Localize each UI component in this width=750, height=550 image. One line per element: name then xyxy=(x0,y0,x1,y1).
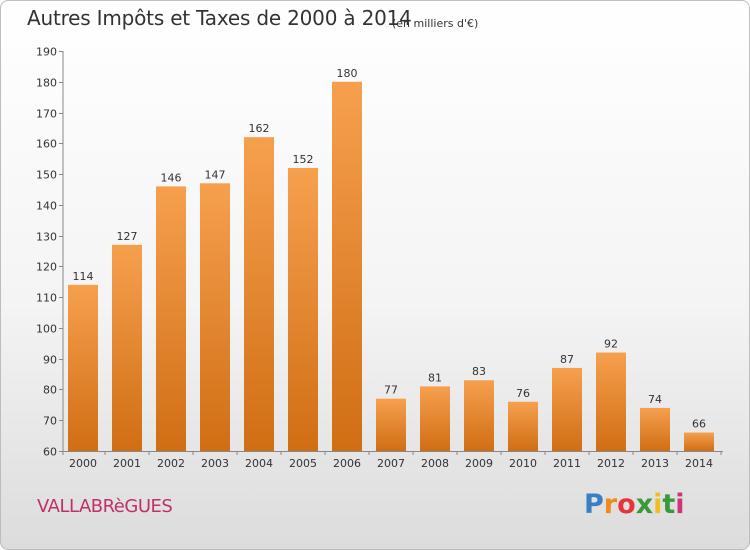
x-tick-label: 2001 xyxy=(113,457,141,470)
value-label: 146 xyxy=(161,171,182,184)
bar-2012 xyxy=(596,352,626,451)
value-label: 66 xyxy=(692,418,706,431)
y-tick-label: 80 xyxy=(43,384,57,397)
logo-letter: P xyxy=(584,489,604,520)
bar-2007 xyxy=(376,398,406,451)
bar-2001 xyxy=(112,244,142,451)
logo-letter: i xyxy=(653,489,663,520)
x-tick-label: 2007 xyxy=(377,457,405,470)
y-tick-label: 70 xyxy=(43,415,57,428)
value-label: 76 xyxy=(516,387,530,400)
bar-2003 xyxy=(200,183,230,452)
logo-letter: r xyxy=(603,489,618,520)
value-label: 152 xyxy=(293,153,314,166)
y-tick-label: 120 xyxy=(36,261,57,274)
chart-subtitle: (en milliers d'€) xyxy=(392,17,479,30)
y-tick-label: 130 xyxy=(36,231,57,244)
value-label: 77 xyxy=(384,384,398,397)
bar-2011 xyxy=(552,367,582,451)
bar-2004 xyxy=(244,137,274,451)
logo-letter: i xyxy=(675,489,685,520)
x-tick-label: 2010 xyxy=(509,457,537,470)
value-label: 74 xyxy=(648,393,662,406)
value-label: 127 xyxy=(117,230,138,243)
y-tick-label: 190 xyxy=(36,46,57,59)
x-tick-label: 2008 xyxy=(421,457,449,470)
bar-2013 xyxy=(640,407,670,451)
bar-2008 xyxy=(420,386,450,451)
bar-2006 xyxy=(332,81,362,452)
value-label: 180 xyxy=(337,67,358,80)
value-label: 87 xyxy=(560,353,574,366)
x-tick-label: 2012 xyxy=(597,457,625,470)
y-tick-label: 100 xyxy=(36,323,57,336)
y-tick-label: 140 xyxy=(36,200,57,213)
logo-letter: o xyxy=(617,489,636,520)
x-tick-label: 2002 xyxy=(157,457,185,470)
x-tick-label: 2014 xyxy=(685,457,713,470)
x-tick-label: 2006 xyxy=(333,457,361,470)
x-tick-label: 2009 xyxy=(465,457,493,470)
y-tick-label: 110 xyxy=(36,292,57,305)
value-label: 81 xyxy=(428,371,442,384)
logo-letter: x xyxy=(635,489,654,520)
logo-letter: t xyxy=(662,489,676,520)
bar-2010 xyxy=(508,401,538,451)
x-tick-label: 2004 xyxy=(245,457,273,470)
bar-2014 xyxy=(684,432,714,451)
y-tick-label: 150 xyxy=(36,169,57,182)
x-tick-label: 2011 xyxy=(553,457,581,470)
bar-2000 xyxy=(68,284,98,451)
x-tick-label: 2013 xyxy=(641,457,669,470)
commune-name: VALLABRèGUES xyxy=(37,496,173,517)
value-label: 162 xyxy=(249,122,270,135)
x-tick-label: 2005 xyxy=(289,457,317,470)
value-label: 92 xyxy=(604,338,618,351)
y-tick-label: 160 xyxy=(36,138,57,151)
y-tick-label: 60 xyxy=(43,446,57,459)
chart-title: Autres Impôts et Taxes de 2000 à 2014 xyxy=(27,6,412,30)
x-tick-label: 2003 xyxy=(201,457,229,470)
bar-2009 xyxy=(464,380,494,451)
y-tick-label: 90 xyxy=(43,354,57,367)
value-label: 83 xyxy=(472,365,486,378)
y-tick-label: 170 xyxy=(36,108,57,121)
value-label: 147 xyxy=(205,168,226,181)
bar-2005 xyxy=(288,167,318,451)
x-tick-label: 2000 xyxy=(69,457,97,470)
y-tick-label: 180 xyxy=(36,77,57,90)
value-label: 114 xyxy=(73,270,94,283)
proxiti-logo: Proxiti xyxy=(584,489,685,520)
bar-2002 xyxy=(156,186,186,451)
